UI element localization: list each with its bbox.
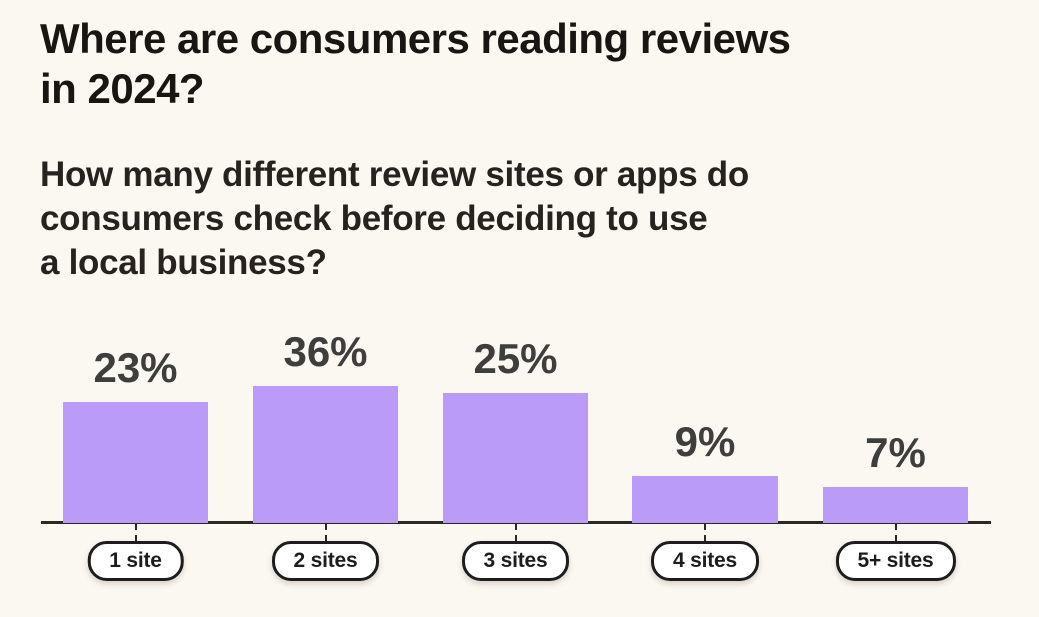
bar-value-label: 25% (473, 335, 558, 382)
category-pill: 2 sites (271, 541, 380, 581)
bar-value-label: 9% (674, 418, 736, 465)
category-pill-label: 5+ sites (857, 549, 934, 572)
axis-tick-connector (894, 524, 897, 541)
category-pill-label: 4 sites (673, 549, 737, 572)
axis-tick-connector (134, 524, 137, 541)
bar (823, 487, 968, 523)
category-pill: 5+ sites (835, 541, 956, 581)
chart-title-line1: Where are consumers reading reviews (40, 15, 791, 62)
bar-value-label: 36% (283, 328, 368, 375)
chart-subtitle: How many different review sites or apps … (40, 153, 749, 285)
bar (443, 393, 588, 523)
chart-subtitle-line2: consumers check before deciding to use (40, 199, 708, 238)
chart-subtitle-line3: a local business? (40, 243, 327, 282)
axis-tick-connector (704, 524, 706, 541)
category-pill-label: 3 sites (483, 549, 548, 572)
category-pill-label: 2 sites (293, 549, 358, 572)
chart-title-line2: in 2024? (40, 65, 205, 112)
category-pill-label: 1 site (109, 549, 162, 572)
chart-subtitle-line1: How many different review sites or apps … (40, 155, 749, 194)
bar (253, 386, 398, 523)
category-pill: 4 sites (651, 541, 759, 581)
bar (632, 476, 778, 523)
category-pill: 1 site (87, 541, 184, 581)
axis-tick-connector (324, 524, 327, 541)
bar-value-label: 23% (93, 344, 178, 391)
category-pill: 3 sites (461, 541, 570, 581)
bar-value-label: 7% (865, 429, 926, 476)
axis-tick-connector (514, 524, 517, 541)
chart-title: Where are consumers reading reviews in 2… (40, 14, 791, 114)
bar (63, 402, 208, 523)
